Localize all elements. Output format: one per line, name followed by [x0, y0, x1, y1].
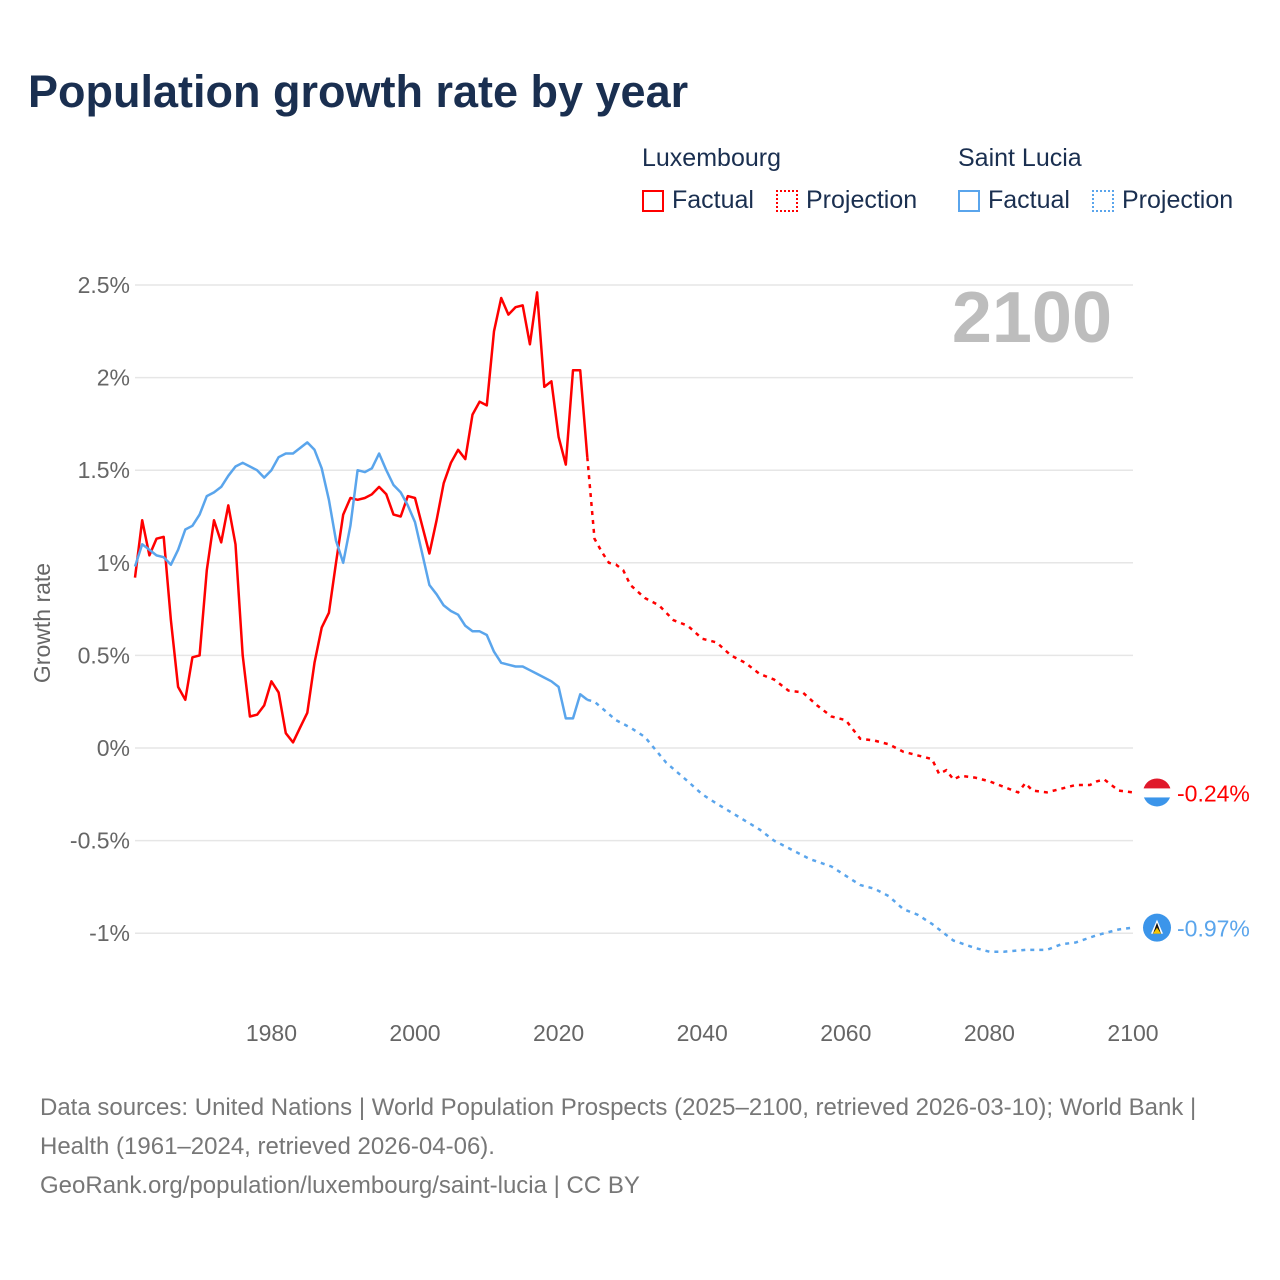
luxembourg-flag-icon [1143, 778, 1171, 807]
x-tick-label: 2100 [1107, 1020, 1158, 1046]
footer: Data sources: United Nations | World Pop… [40, 1088, 1240, 1205]
legend-luxembourg-projection[interactable]: Projection [776, 186, 917, 215]
x-tick-label: 2000 [389, 1020, 440, 1046]
series-luxembourg-projection [586, 457, 1134, 794]
legend-label: Factual [988, 186, 1070, 214]
y-tick-label: 0.5% [78, 642, 130, 668]
legend-swatch-dotted [1092, 189, 1114, 212]
series-saint-lucia-factual [133, 441, 589, 720]
y-axis-label: Growth rate [29, 563, 55, 683]
legend-swatch-solid [958, 189, 980, 212]
y-tick-label: -0.5% [70, 828, 130, 854]
legend-group-saint-lucia: Saint Lucia [958, 144, 1082, 172]
legend-saint-lucia-factual[interactable]: Factual [958, 186, 1070, 215]
legend-luxembourg-factual[interactable]: Factual [642, 186, 754, 215]
legend-group-luxembourg: Luxembourg [642, 144, 781, 172]
y-tick-label: 2.5% [78, 272, 130, 298]
x-tick-label: 2040 [677, 1020, 728, 1046]
y-tick-label: 2% [97, 365, 130, 391]
credit-link[interactable]: GeoRank.org/population/luxembourg/saint-… [40, 1172, 640, 1199]
end-label-saint-lucia: -0.97% [1177, 916, 1250, 942]
y-tick-label: 1% [97, 550, 130, 576]
legend-label: Projection [1122, 186, 1234, 214]
series-saint-lucia-projection [586, 698, 1134, 953]
y-tick-label: 0% [97, 735, 130, 761]
legend-swatch-dotted [776, 189, 798, 212]
line-chart: 2.5% 2% 1.5% 1% 0.5% 0% -0.5% -1% 1980 2000 2020 20… [29, 272, 1250, 1046]
data-sources: Data sources: United Nations | World Pop… [40, 1094, 1197, 1160]
legend-saint-lucia-projection[interactable]: Projection [1092, 186, 1233, 215]
series-luxembourg-factual [133, 291, 589, 744]
x-tick-label: 2060 [820, 1020, 871, 1046]
x-tick-label: 2080 [964, 1020, 1015, 1046]
x-tick-label: 1980 [246, 1020, 297, 1046]
y-tick-label: 1.5% [78, 457, 130, 483]
x-tick-label: 2020 [533, 1020, 584, 1046]
end-label-luxembourg: -0.24% [1177, 780, 1250, 806]
chart-title: Population growth rate by year [28, 66, 689, 117]
year-label: 2100 [952, 278, 1112, 358]
y-tick-label: -1% [89, 920, 130, 946]
legend-swatch-solid [642, 189, 664, 212]
legend-label: Projection [806, 186, 918, 214]
legend-label: Factual [672, 186, 754, 214]
saint-lucia-flag-icon [1143, 913, 1171, 942]
